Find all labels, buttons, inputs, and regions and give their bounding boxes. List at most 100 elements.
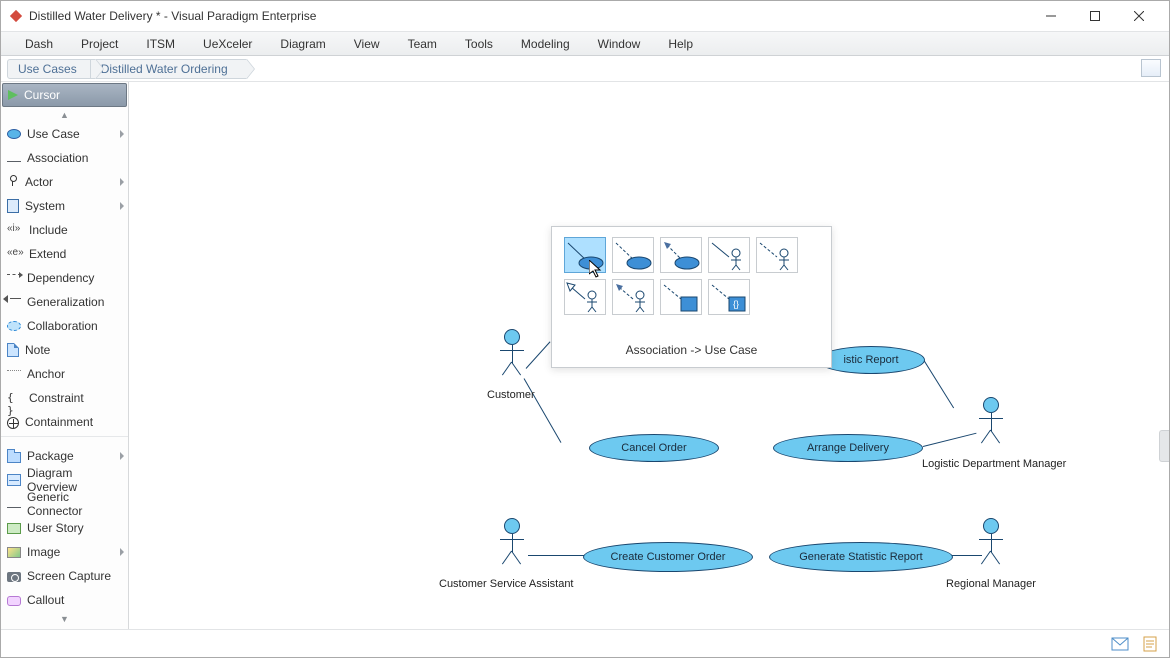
association-line[interactable] xyxy=(923,433,977,447)
tool-containment[interactable]: Containment xyxy=(1,410,128,434)
diagram-canvas[interactable]: Cancel Order Arrange Delivery istic Report… xyxy=(129,82,1169,629)
expand-arrow-icon[interactable]: ▼ xyxy=(1,612,128,626)
actor-regmgr[interactable] xyxy=(976,518,1006,565)
actor-logmgr[interactable] xyxy=(976,397,1006,444)
usecase-arrange[interactable]: Arrange Delivery xyxy=(773,434,923,462)
popup-cell-assoc-uc[interactable] xyxy=(564,237,606,273)
actor-icon xyxy=(7,175,19,189)
association-line[interactable] xyxy=(526,341,551,368)
vp-logo-icon xyxy=(9,9,23,23)
line-icon xyxy=(7,161,21,162)
association-line[interactable] xyxy=(528,555,584,556)
tool-user-story[interactable]: User Story xyxy=(1,516,128,540)
callout-icon xyxy=(7,596,21,606)
cap-icon xyxy=(7,572,21,582)
popup-cell-gen-actor[interactable] xyxy=(564,279,606,315)
tool-association[interactable]: Association xyxy=(1,146,128,170)
maximize-button[interactable] xyxy=(1073,1,1117,31)
actor-customer[interactable] xyxy=(497,329,527,376)
menu-project[interactable]: Project xyxy=(67,32,132,55)
tool-dependency[interactable]: Dependency xyxy=(1,266,128,290)
tool-generic-connector[interactable]: Generic Connector xyxy=(1,492,128,516)
association-line[interactable] xyxy=(524,378,562,443)
actor-label: Logistic Department Manager xyxy=(922,458,1066,470)
tool-image[interactable]: Image xyxy=(1,540,128,564)
menu-diagram[interactable]: Diagram xyxy=(266,32,339,55)
tool-extend[interactable]: «e» Extend xyxy=(1,242,128,266)
tool-palette: Cursor ▲ Use CaseAssociationActorSystem«… xyxy=(1,82,129,629)
popup-cell-assoc-actor[interactable] xyxy=(708,237,750,273)
tool-label: Generic Connector xyxy=(27,490,122,518)
tool-actor[interactable]: Actor xyxy=(1,170,128,194)
popup-cell-dep-actor[interactable] xyxy=(756,237,798,273)
popup-cell-dir-uc[interactable] xyxy=(660,237,702,273)
cursor-icon xyxy=(8,90,18,100)
actor-label: Regional Manager xyxy=(946,578,1036,590)
tool-label: Cursor xyxy=(24,88,60,102)
tool-diagram-overview[interactable]: Diagram Overview xyxy=(1,468,128,492)
tool-label: Use Case xyxy=(27,127,80,141)
tool-label: Generalization xyxy=(27,295,104,309)
collapse-arrow-icon[interactable]: ▲ xyxy=(1,108,128,122)
usecase-icon xyxy=(7,129,21,139)
usecase-cancel[interactable]: Cancel Order xyxy=(589,434,719,462)
tool-package[interactable]: Package xyxy=(1,444,128,468)
tool-label: Anchor xyxy=(27,367,65,381)
close-button[interactable] xyxy=(1117,1,1161,31)
resource-popup: {}Association -> Use Case xyxy=(551,226,832,368)
open-diagram-icon[interactable] xyxy=(1141,59,1161,77)
cursor-tool[interactable]: Cursor xyxy=(2,83,127,107)
menu-tools[interactable]: Tools xyxy=(451,32,507,55)
usecase-stat[interactable]: istic Report xyxy=(817,346,925,374)
tool-label: Collaboration xyxy=(27,319,98,333)
line-icon xyxy=(7,507,21,508)
tool-anchor[interactable]: Anchor xyxy=(1,362,128,386)
tool-label: System xyxy=(25,199,65,213)
tool-label: Note xyxy=(25,343,50,357)
popup-cell-dep-uc[interactable] xyxy=(612,237,654,273)
popup-cell-dep-sys2[interactable]: {} xyxy=(708,279,750,315)
menu-help[interactable]: Help xyxy=(654,32,707,55)
popup-cell-dir-actor[interactable] xyxy=(612,279,654,315)
include-icon: «i» xyxy=(7,223,23,237)
tool-label: Extend xyxy=(29,247,66,261)
popup-cell-dep-sys[interactable] xyxy=(660,279,702,315)
tool-label: Containment xyxy=(25,415,93,429)
window-title: Distilled Water Delivery * - Visual Para… xyxy=(29,9,1029,23)
notes-icon[interactable] xyxy=(1141,636,1159,652)
tool-system[interactable]: System xyxy=(1,194,128,218)
tool-generalization[interactable]: Generalization xyxy=(1,290,128,314)
tool-collaboration[interactable]: Collaboration xyxy=(1,314,128,338)
gen-icon xyxy=(7,298,21,312)
menu-modeling[interactable]: Modeling xyxy=(507,32,584,55)
tool-use-case[interactable]: Use Case xyxy=(1,122,128,146)
menu-window[interactable]: Window xyxy=(584,32,655,55)
usecase-create[interactable]: Create Customer Order xyxy=(583,542,753,572)
scroll-handle[interactable] xyxy=(1159,430,1169,462)
menu-uexceler[interactable]: UeXceler xyxy=(189,32,266,55)
breadcrumb-item[interactable]: Distilled Water Ordering xyxy=(90,59,247,79)
menu-itsm[interactable]: ITSM xyxy=(132,32,189,55)
association-line[interactable] xyxy=(924,360,955,408)
tool-callout[interactable]: Callout xyxy=(1,588,128,612)
title-bar: Distilled Water Delivery * - Visual Para… xyxy=(1,1,1169,31)
tool-include[interactable]: «i» Include xyxy=(1,218,128,242)
breadcrumb-item[interactable]: Use Cases xyxy=(7,59,96,79)
actor-csa[interactable] xyxy=(497,518,527,565)
tool-label: Include xyxy=(29,223,68,237)
tool-note[interactable]: Note xyxy=(1,338,128,362)
collab-icon xyxy=(7,321,21,331)
tool-constraint[interactable]: { }Constraint xyxy=(1,386,128,410)
tool-label: Association xyxy=(27,151,88,165)
minimize-button[interactable] xyxy=(1029,1,1073,31)
tool-screen-capture[interactable]: Screen Capture xyxy=(1,564,128,588)
menu-team[interactable]: Team xyxy=(394,32,451,55)
tool-label: User Story xyxy=(27,521,84,535)
extend-icon: «e» xyxy=(7,247,23,261)
menu-view[interactable]: View xyxy=(340,32,394,55)
menu-dash[interactable]: Dash xyxy=(11,32,67,55)
usecase-gen[interactable]: Generate Statistic Report xyxy=(769,542,953,572)
contain-icon xyxy=(7,417,19,429)
mail-icon[interactable] xyxy=(1111,636,1129,652)
us-icon xyxy=(7,523,21,534)
